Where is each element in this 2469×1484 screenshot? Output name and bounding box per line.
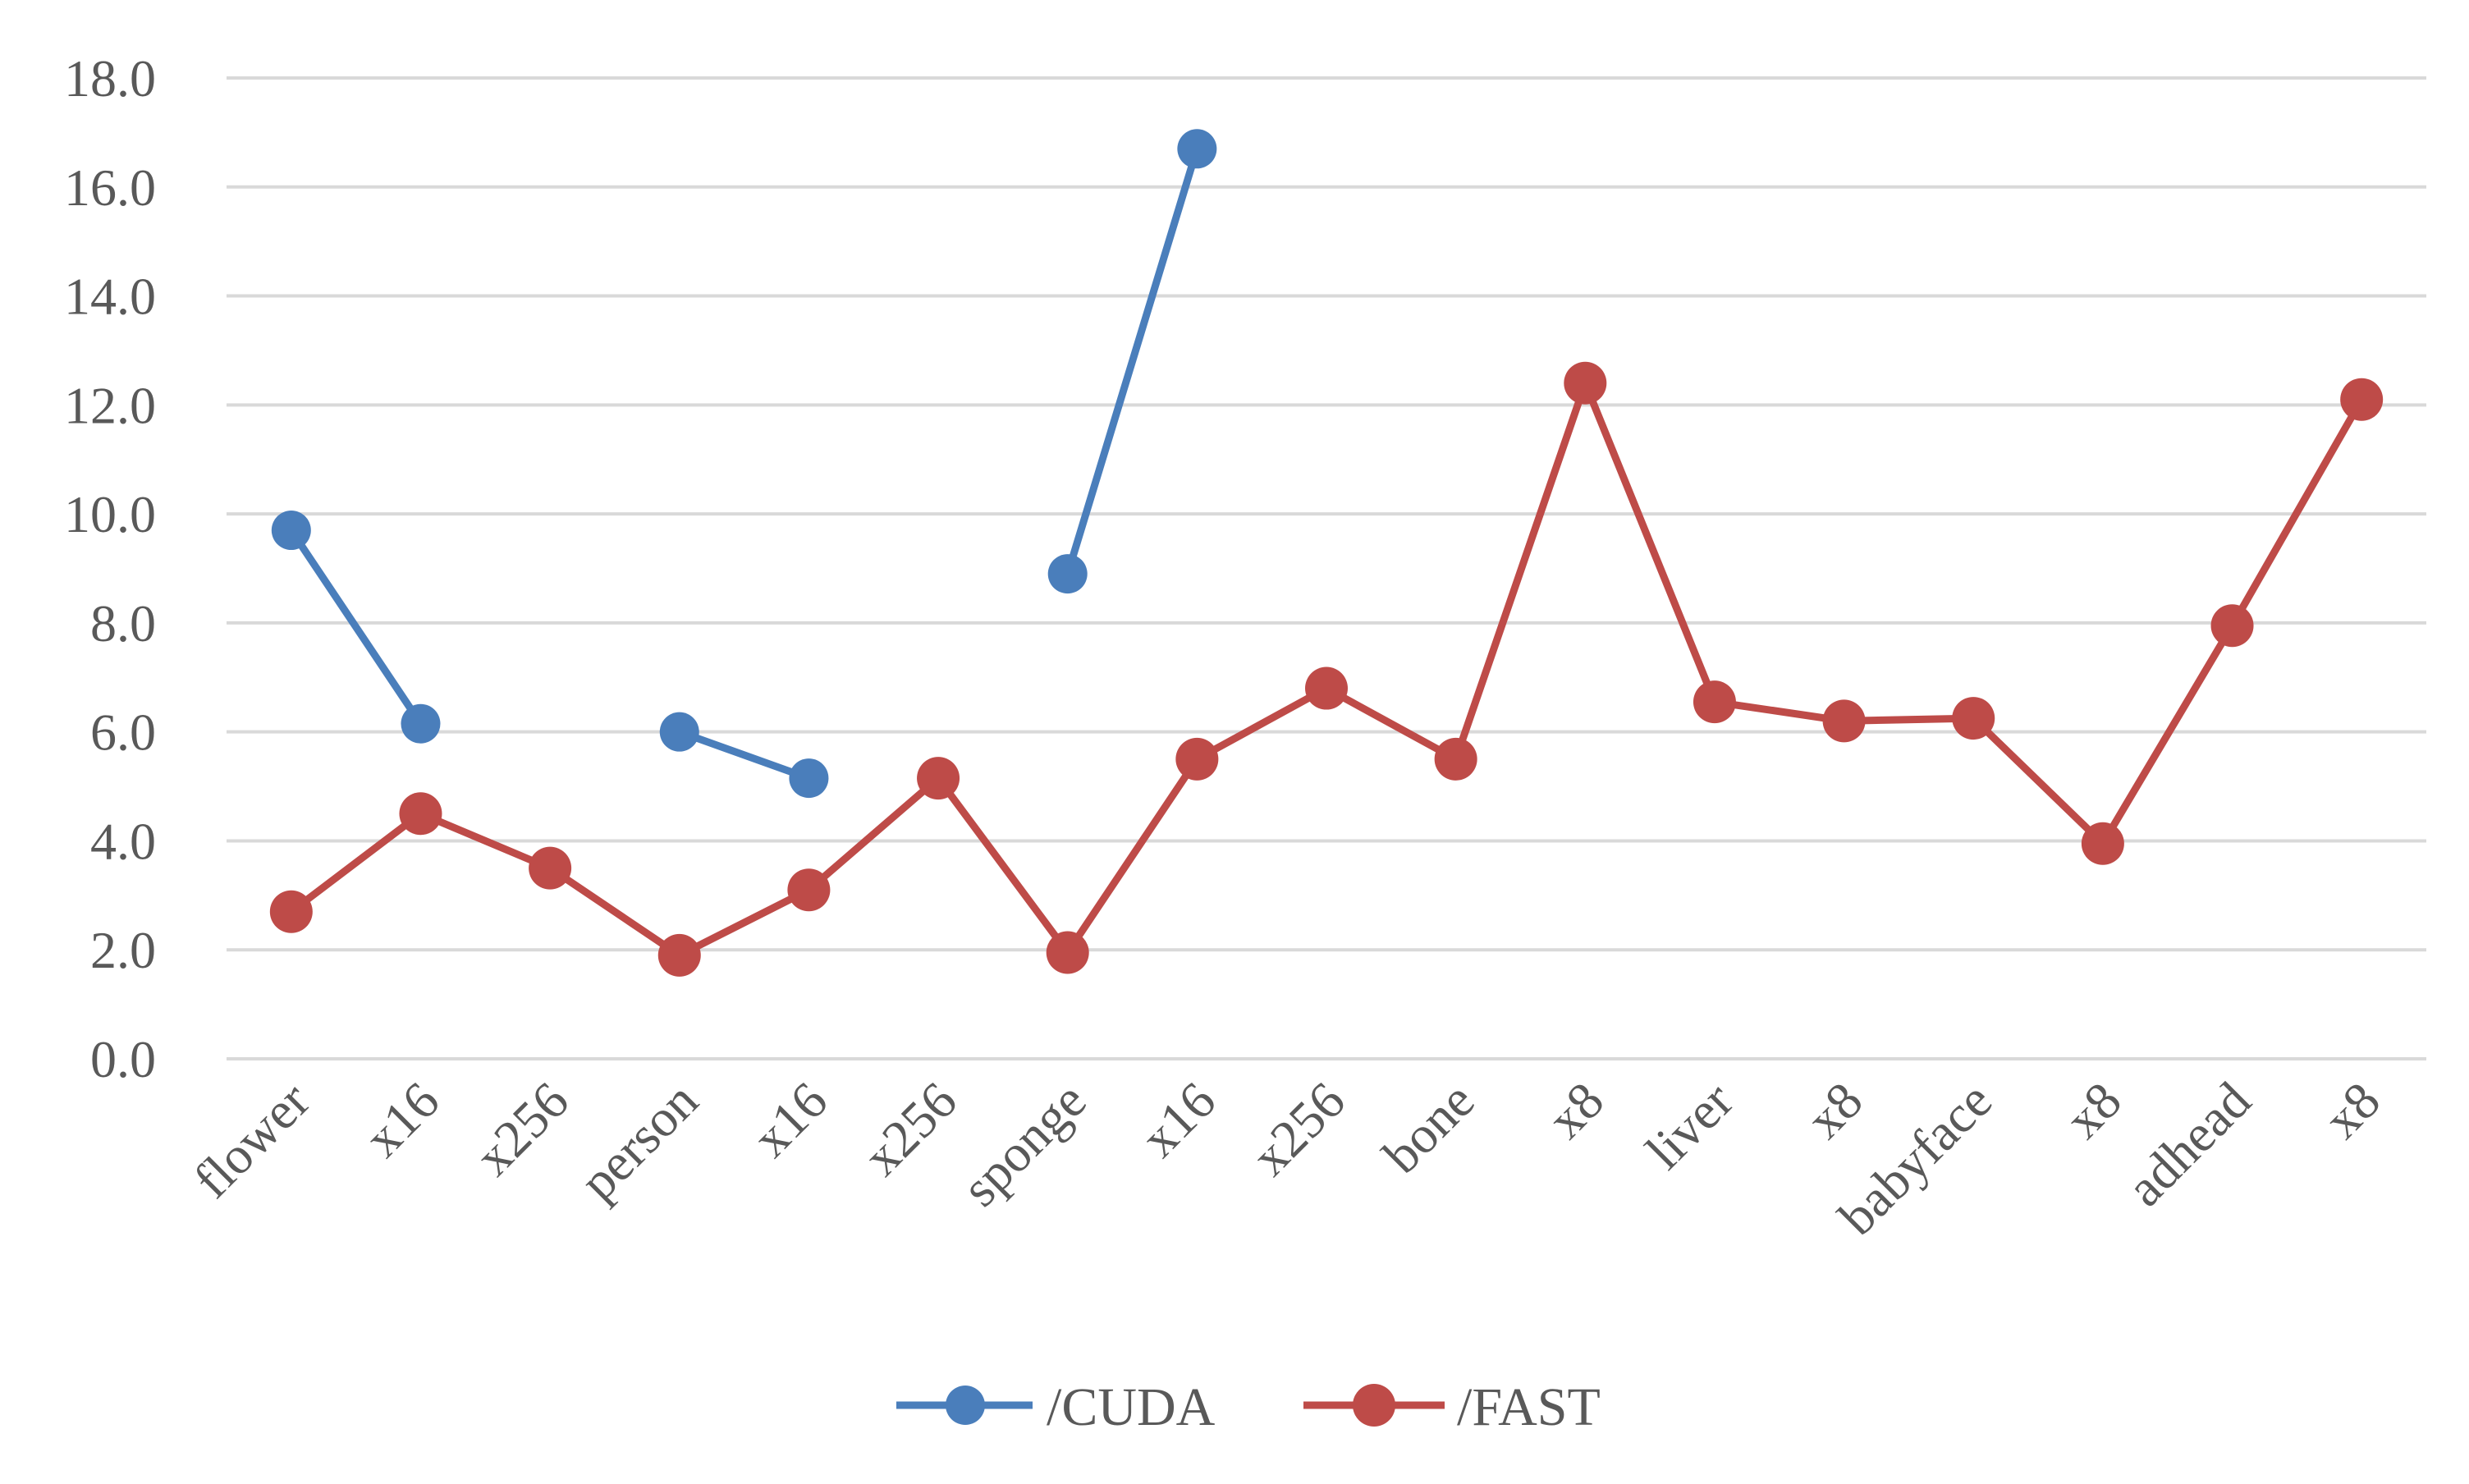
legend-label-cuda: /CUDA bbox=[1047, 1377, 1216, 1437]
data-point bbox=[1047, 554, 1088, 594]
x-tick-label: x16 bbox=[353, 1071, 450, 1168]
y-tick-label: 16.0 bbox=[64, 158, 156, 217]
series-line bbox=[676, 728, 813, 782]
series-lines bbox=[269, 129, 2384, 977]
x-tick-label: x16 bbox=[741, 1071, 838, 1168]
legend-label-fast: /FAST bbox=[1457, 1377, 1601, 1437]
data-point bbox=[399, 792, 442, 836]
gridlines bbox=[227, 76, 2426, 1060]
x-tick-label: person bbox=[569, 1071, 709, 1211]
data-point bbox=[1305, 666, 1348, 710]
x-tick-label: x256 bbox=[464, 1071, 579, 1187]
x-tick-label: sponge bbox=[950, 1071, 1097, 1217]
y-tick-label: 0.0 bbox=[90, 1030, 156, 1088]
y-tick-label: 2.0 bbox=[90, 921, 156, 979]
series-1 bbox=[269, 361, 2384, 977]
y-tick-label: 14.0 bbox=[64, 268, 156, 326]
data-point bbox=[1822, 699, 1866, 743]
data-point bbox=[401, 703, 441, 744]
data-point bbox=[2340, 378, 2384, 421]
data-point bbox=[787, 868, 831, 912]
y-tick-label: 6.0 bbox=[90, 703, 156, 762]
x-tick-label: x256 bbox=[1240, 1071, 1356, 1187]
x-tick-label: liver bbox=[1635, 1071, 1744, 1180]
x-tick-label: x16 bbox=[1129, 1071, 1226, 1168]
data-point bbox=[789, 758, 829, 799]
legend: /CUDA /FAST bbox=[896, 1377, 1601, 1437]
data-point bbox=[1564, 361, 1607, 405]
x-tick-label: x8 bbox=[2313, 1071, 2391, 1149]
data-point bbox=[269, 890, 313, 933]
data-point bbox=[271, 511, 311, 551]
y-tick-label: 10.0 bbox=[64, 485, 156, 543]
y-tick-label: 8.0 bbox=[90, 594, 156, 653]
data-point bbox=[1693, 680, 1736, 724]
x-tick-label: bone bbox=[1372, 1071, 1485, 1184]
y-axis-tick-labels: 0.0 2.0 4.0 6.0 8.0 10.0 12.0 14.0 16.0 18.0 bbox=[64, 49, 156, 1088]
data-point bbox=[657, 933, 701, 977]
y-tick-label: 18.0 bbox=[64, 49, 156, 108]
data-point bbox=[2210, 604, 2254, 648]
legend-marker-cuda bbox=[946, 1386, 985, 1425]
x-tick-label: x8 bbox=[1795, 1071, 1873, 1149]
data-point bbox=[1434, 737, 1477, 781]
series-line bbox=[1064, 144, 1201, 578]
data-point bbox=[2081, 822, 2124, 865]
series-0 bbox=[271, 129, 1217, 799]
x-tick-label: x8 bbox=[2054, 1071, 2132, 1149]
x-tick-label: adhead bbox=[2115, 1071, 2261, 1217]
y-tick-label: 12.0 bbox=[64, 376, 156, 434]
data-point bbox=[1046, 931, 1089, 974]
x-tick-label: x8 bbox=[1537, 1071, 1615, 1149]
data-point bbox=[1175, 737, 1219, 781]
y-tick-label: 4.0 bbox=[90, 812, 156, 870]
series-line bbox=[287, 526, 424, 728]
x-tick-label: flower bbox=[182, 1071, 320, 1209]
data-point bbox=[1177, 129, 1217, 169]
data-point bbox=[1952, 697, 1995, 740]
legend-marker-fast bbox=[1353, 1384, 1395, 1427]
x-tick-label: x256 bbox=[852, 1071, 968, 1187]
data-point bbox=[917, 757, 960, 800]
data-point bbox=[529, 846, 572, 890]
data-point bbox=[659, 712, 699, 752]
